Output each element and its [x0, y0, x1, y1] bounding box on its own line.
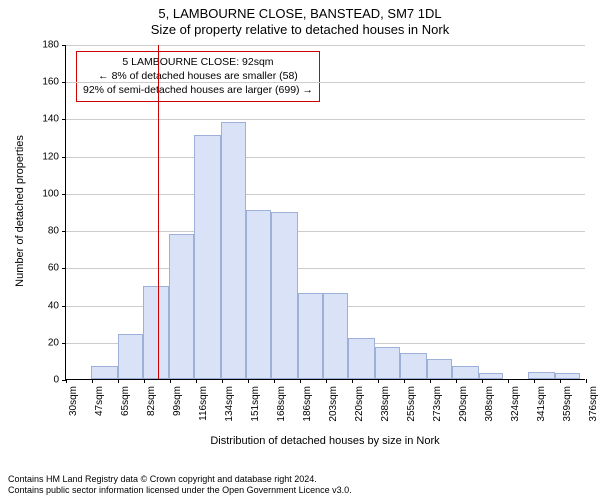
xtick-label: 290sqm — [458, 386, 469, 431]
chart-title-block: 5, LAMBOURNE CLOSE, BANSTEAD, SM7 1DL Si… — [0, 0, 600, 39]
footer-line-2: Contains public sector information licen… — [8, 485, 352, 496]
histogram-bar — [375, 347, 400, 379]
xtick-mark — [196, 379, 197, 383]
ytick-label: 180 — [0, 40, 59, 51]
xtick-label: 238sqm — [380, 386, 391, 431]
gridline — [66, 231, 585, 232]
histogram-bar — [246, 210, 271, 379]
histogram-bar — [221, 122, 246, 379]
xtick-mark — [326, 379, 327, 383]
ytick-mark — [62, 45, 66, 46]
xtick-mark — [118, 379, 119, 383]
ytick-label: 120 — [0, 151, 59, 162]
xtick-label: 116sqm — [198, 386, 209, 431]
ytick-mark — [62, 194, 66, 195]
xtick-mark — [378, 379, 379, 383]
ytick-label: 140 — [0, 114, 59, 125]
xtick-mark — [430, 379, 431, 383]
xtick-label: 203sqm — [328, 386, 339, 431]
histogram-bar — [194, 135, 221, 379]
ytick-label: 100 — [0, 188, 59, 199]
xtick-mark — [300, 379, 301, 383]
xtick-mark — [248, 379, 249, 383]
xtick-mark — [508, 379, 509, 383]
ytick-label: 40 — [0, 300, 59, 311]
xtick-label: 376sqm — [588, 386, 599, 431]
attribution-footer: Contains HM Land Registry data © Crown c… — [8, 474, 352, 497]
ytick-mark — [62, 343, 66, 344]
xtick-label: 308sqm — [484, 386, 495, 431]
xtick-label: 65sqm — [120, 386, 131, 431]
footer-line-1: Contains HM Land Registry data © Crown c… — [8, 474, 352, 485]
histogram-bar — [298, 293, 323, 379]
xtick-label: 324sqm — [510, 386, 521, 431]
histogram-bar — [400, 353, 427, 379]
histogram-bar — [271, 212, 298, 380]
ytick-label: 0 — [0, 375, 59, 386]
ytick-label: 160 — [0, 77, 59, 88]
xtick-label: 47sqm — [94, 386, 105, 431]
ytick-label: 60 — [0, 263, 59, 274]
xtick-label: 220sqm — [354, 386, 365, 431]
ytick-mark — [62, 119, 66, 120]
histogram-bar — [91, 366, 118, 379]
reference-line — [158, 45, 159, 379]
gridline — [66, 268, 585, 269]
xtick-label: 255sqm — [406, 386, 417, 431]
histogram-bar — [528, 372, 555, 379]
gridline — [66, 45, 585, 46]
xtick-mark — [560, 379, 561, 383]
xtick-label: 134sqm — [224, 386, 235, 431]
ytick-mark — [62, 82, 66, 83]
xtick-mark — [66, 379, 67, 383]
xtick-mark — [352, 379, 353, 383]
histogram-bar — [323, 293, 348, 379]
xtick-mark — [274, 379, 275, 383]
xtick-label: 99sqm — [172, 386, 183, 431]
xtick-mark — [92, 379, 93, 383]
ytick-mark — [62, 306, 66, 307]
histogram-bar — [427, 359, 452, 379]
ytick-mark — [62, 231, 66, 232]
xtick-label: 151sqm — [250, 386, 261, 431]
xtick-label: 341sqm — [536, 386, 547, 431]
xtick-label: 273sqm — [432, 386, 443, 431]
xtick-mark — [534, 379, 535, 383]
xtick-mark — [170, 379, 171, 383]
histogram-bar — [118, 334, 143, 379]
gridline — [66, 119, 585, 120]
x-axis-label: Distribution of detached houses by size … — [65, 435, 585, 447]
ytick-label: 80 — [0, 226, 59, 237]
xtick-label: 186sqm — [302, 386, 313, 431]
xtick-mark — [144, 379, 145, 383]
xtick-label: 168sqm — [276, 386, 287, 431]
ytick-mark — [62, 268, 66, 269]
xtick-mark — [482, 379, 483, 383]
title-line-2: Size of property relative to detached ho… — [0, 22, 600, 38]
histogram-bar — [452, 366, 479, 379]
xtick-mark — [404, 379, 405, 383]
xtick-label: 82sqm — [146, 386, 157, 431]
histogram-bar — [169, 234, 194, 379]
histogram-bar — [348, 338, 375, 379]
xtick-mark — [456, 379, 457, 383]
gridline — [66, 194, 585, 195]
histogram-plot — [65, 45, 585, 380]
ytick-label: 20 — [0, 337, 59, 348]
xtick-label: 30sqm — [68, 386, 79, 431]
histogram-bar — [555, 373, 580, 379]
ytick-mark — [62, 157, 66, 158]
xtick-mark — [586, 379, 587, 383]
histogram-bar — [143, 286, 168, 379]
xtick-mark — [222, 379, 223, 383]
gridline — [66, 157, 585, 158]
gridline — [66, 82, 585, 83]
xtick-label: 359sqm — [562, 386, 573, 431]
title-line-1: 5, LAMBOURNE CLOSE, BANSTEAD, SM7 1DL — [0, 6, 600, 22]
